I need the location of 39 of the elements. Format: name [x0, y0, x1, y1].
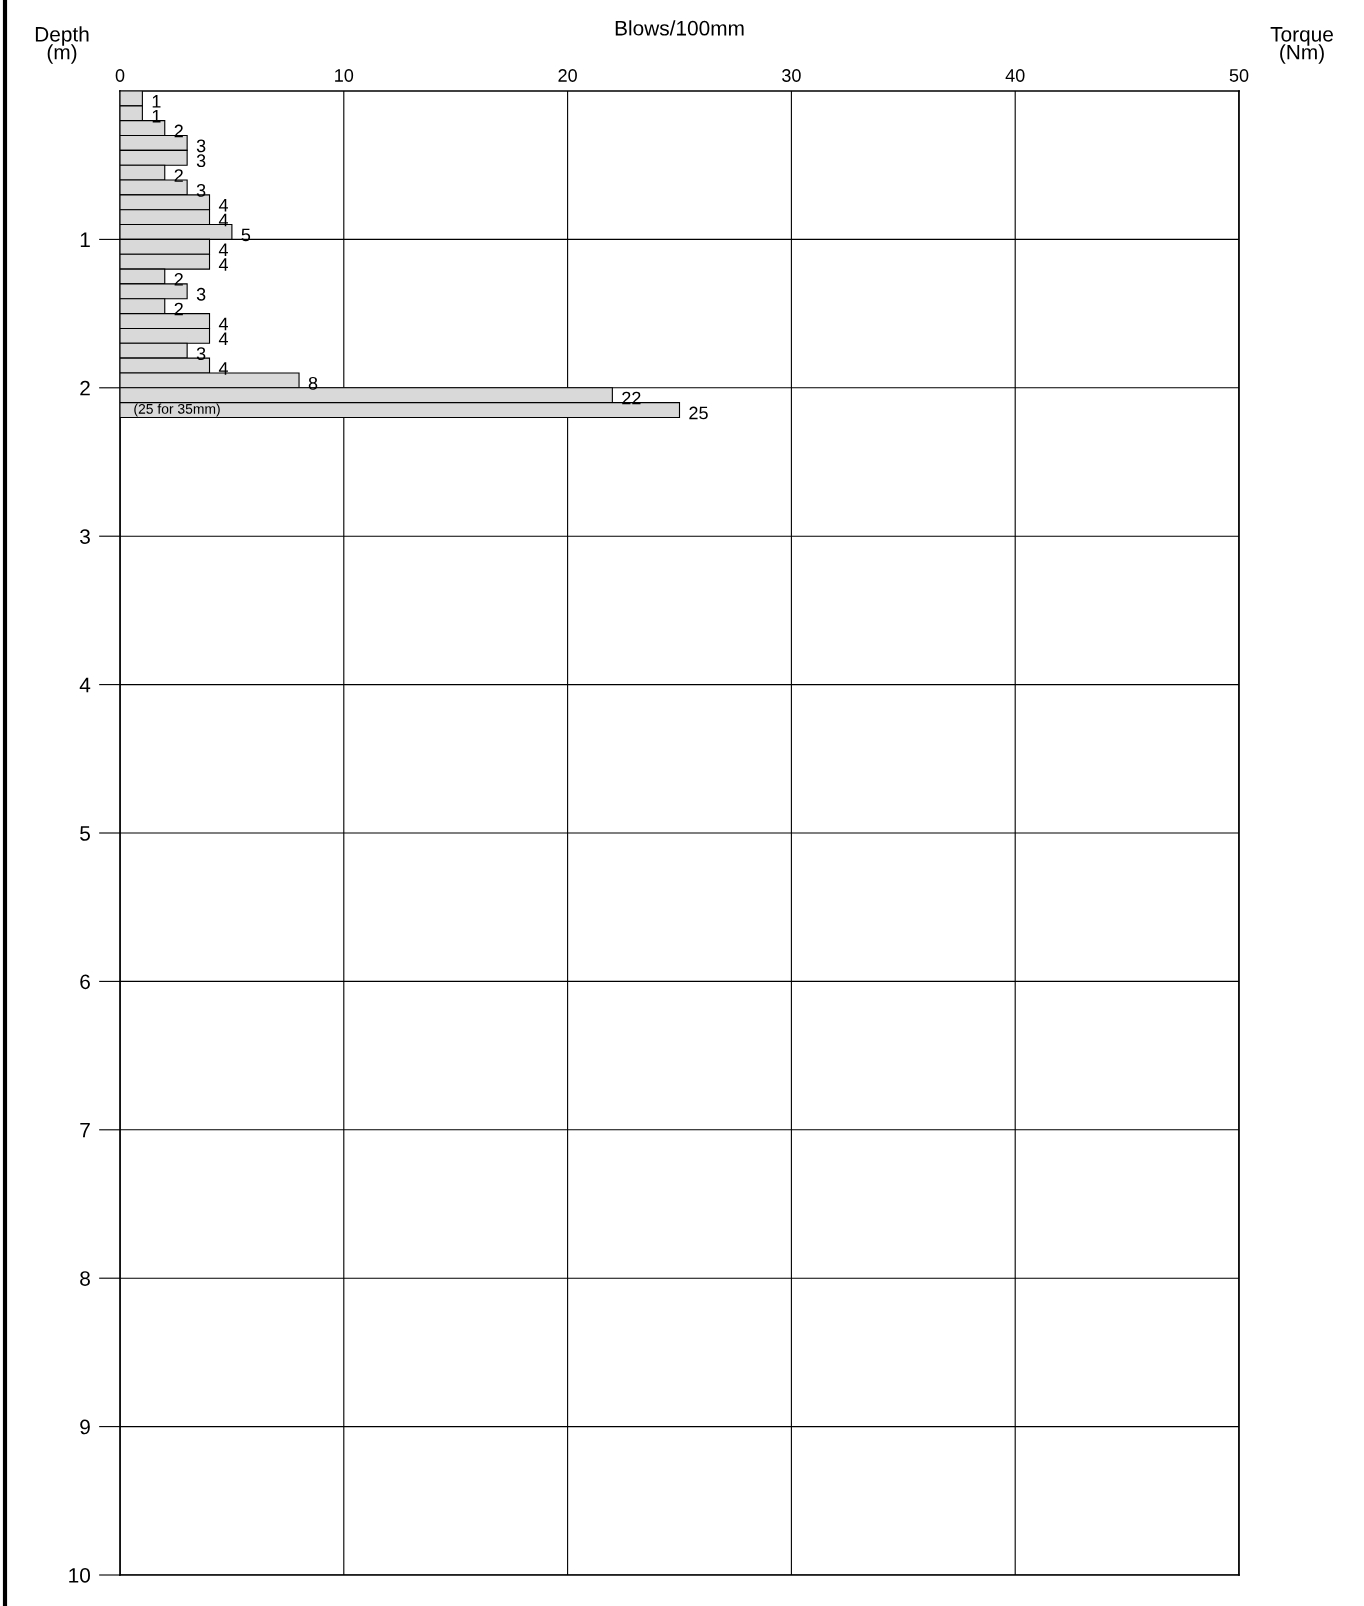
data-label: 1	[152, 109, 161, 123]
data-label: 3	[196, 347, 206, 360]
x-tick-label: 10	[335, 69, 354, 82]
data-label: 4	[218, 317, 228, 331]
y-tick-label: 6	[80, 974, 90, 990]
x-tick-label: 30	[782, 69, 801, 82]
y-tick-label: 3	[80, 529, 90, 544]
data-label: 3	[196, 183, 206, 197]
x-tick-label: 50	[1229, 69, 1249, 82]
y-tick-label: 1	[80, 232, 90, 247]
y-tick-label: 7	[80, 1123, 90, 1138]
x-axis-title: Blows/100mm	[615, 20, 744, 36]
data-label: 1	[152, 95, 161, 108]
data-label: 8	[308, 376, 318, 390]
data-label: 3	[196, 139, 206, 153]
x-tick-label: 40	[1005, 69, 1025, 82]
data-label: 4	[218, 258, 228, 271]
data-label: 3	[196, 154, 206, 168]
data-label: 2	[174, 169, 183, 182]
data-label: 4	[218, 243, 228, 256]
data-label: 4	[218, 199, 228, 212]
y-tick-label: 2	[80, 380, 90, 396]
y-tick-label: 4	[79, 677, 91, 693]
annotation: (25 for 35mm)	[134, 403, 220, 417]
y-tick-label: 5	[80, 826, 90, 841]
data-label: 22	[622, 391, 641, 405]
y2-axis-title: Torque (Nm)	[1270, 27, 1333, 64]
x-tick-label: 20	[558, 69, 577, 82]
data-label: 3	[196, 287, 206, 301]
data-label: 4	[218, 213, 228, 227]
y-tick-label: 10	[69, 1568, 91, 1583]
y-tick-label: 9	[80, 1419, 90, 1435]
data-label: 4	[218, 332, 228, 345]
x-tick-label: 0	[115, 69, 125, 82]
data-label: 4	[218, 362, 228, 375]
data-label: 25	[689, 406, 708, 420]
y-tick-label: 8	[80, 1271, 90, 1286]
y-axis-title: Depth (m)	[35, 26, 89, 64]
data-label: 2	[174, 273, 183, 286]
